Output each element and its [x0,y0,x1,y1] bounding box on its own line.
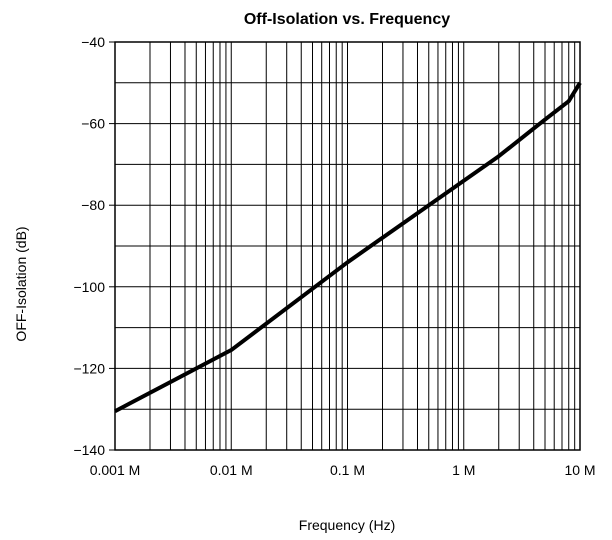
x-axis-label: Frequency (Hz) [299,517,395,533]
plot-area [114,41,581,451]
x-axis-ticks: 0.001 M 0.01 M 0.1 M 1 M 10 M [90,462,596,478]
y-tick-label: −120 [73,360,105,376]
y-tick-label: −60 [81,116,105,132]
series-line-0 [114,81,582,414]
y-tick-label: −40 [81,34,105,50]
y-tick-label: −140 [73,442,105,458]
y-tick-label: −100 [73,279,105,295]
y-axis-label: OFF-Isolation (dB) [13,226,29,341]
y-axis-ticks: −40 −60 −80 −100 −120 −140 [73,34,115,458]
y-tick-label: −80 [81,197,105,213]
x-tick-label: 1 M [452,462,475,478]
x-tick-label: 0.001 M [90,462,141,478]
grid-lines [114,41,580,451]
chart-title: Off-Isolation vs. Frequency [244,11,450,28]
series-layer [114,81,582,414]
x-tick-label: 0.1 M [330,462,365,478]
x-tick-label: 10 M [564,462,595,478]
x-tick-label: 0.01 M [210,462,253,478]
